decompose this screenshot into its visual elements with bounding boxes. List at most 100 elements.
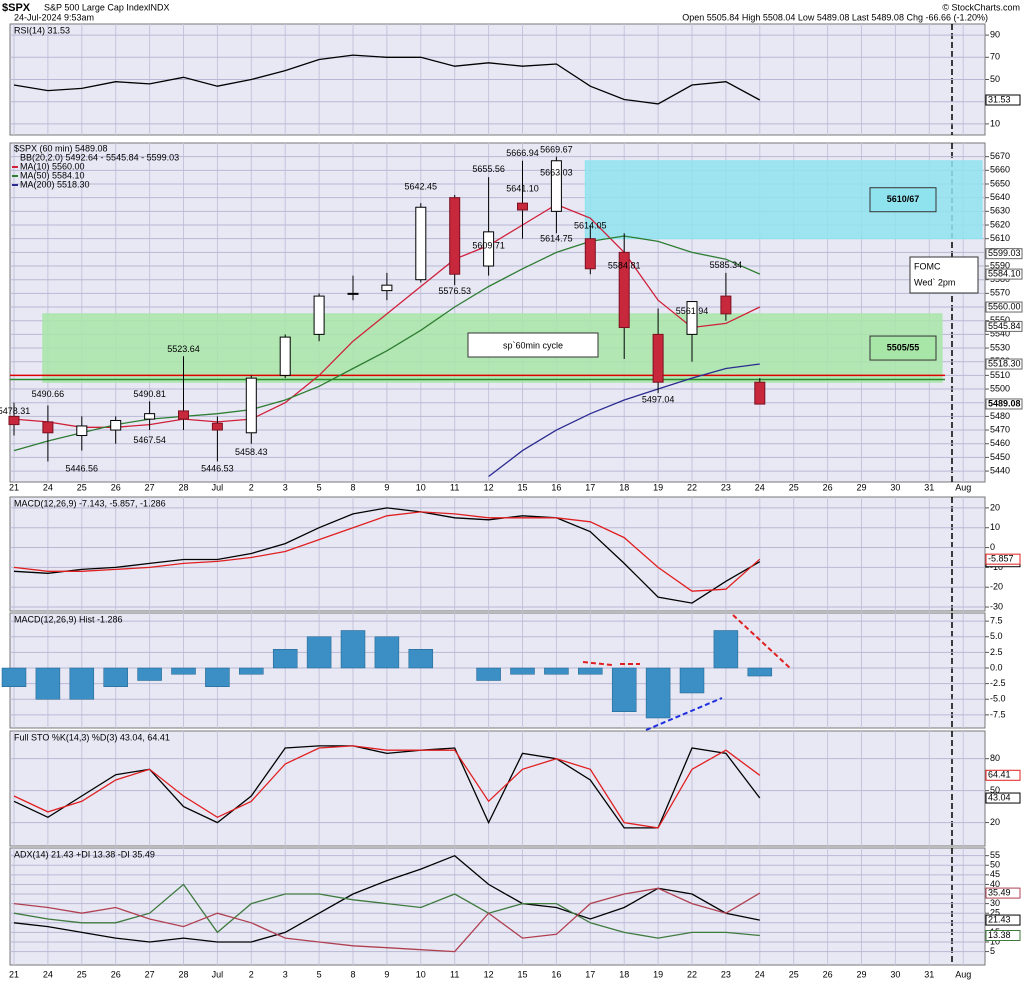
y-tick-label: 5460 xyxy=(990,438,1010,448)
x-tick-label: 19 xyxy=(653,482,663,492)
x-tick-label: 5 xyxy=(317,482,322,492)
series-line xyxy=(13,54,761,105)
x-tick-label: 21 xyxy=(9,482,19,492)
series-line xyxy=(13,507,761,604)
y-tick-label: 45 xyxy=(990,869,1000,879)
x-tick-label: 26 xyxy=(823,969,833,979)
credit: © StockCharts.com xyxy=(942,2,1020,12)
y-tick-label: 5440 xyxy=(990,465,1010,475)
y-tick-label: 5.0 xyxy=(990,631,1003,641)
last-value-tag xyxy=(985,553,1021,565)
y-tick-label: 5640 xyxy=(990,192,1010,202)
date: 24-Jul-2024 9:53am xyxy=(14,12,94,22)
price-tag xyxy=(985,398,1023,410)
last-value: 31.53 xyxy=(988,94,1011,104)
y-tick-label: 5610 xyxy=(990,233,1010,243)
candle-body xyxy=(144,413,156,420)
price-label: 5663.03 xyxy=(540,168,573,178)
candle-body xyxy=(415,206,427,281)
x-tick-label: 17 xyxy=(585,969,595,979)
x-tick-label: 28 xyxy=(178,482,188,492)
x-tick-label: 15 xyxy=(517,969,527,979)
hist-bar xyxy=(578,667,603,675)
y-tick-label: 25 xyxy=(990,908,1000,918)
price-tag xyxy=(985,268,1023,280)
x-tick-label: 26 xyxy=(111,482,121,492)
x-tick-label: 28 xyxy=(178,969,188,979)
series-line xyxy=(13,745,761,829)
y-tick-label: -5.0 xyxy=(990,694,1006,704)
y-tick-label: 0 xyxy=(990,542,995,552)
price-label: 5666.94 xyxy=(506,148,539,158)
x-tick-label: 11 xyxy=(450,969,459,979)
y-tick-label: 5 xyxy=(990,946,995,956)
y-tick-label: -2.5 xyxy=(990,678,1006,688)
trend-annotation xyxy=(582,661,613,666)
annotation: FOMC xyxy=(914,261,941,271)
price-label: 5584.81 xyxy=(608,260,641,270)
series-line xyxy=(13,854,760,943)
x-tick-label: 3 xyxy=(283,969,288,979)
x-tick-label: 24 xyxy=(43,969,53,979)
annotation-box xyxy=(909,256,979,294)
candle-body xyxy=(652,333,664,383)
price-label: 5523.64 xyxy=(167,344,200,354)
x-tick-label: Jul xyxy=(212,482,224,492)
price-label: 5641.10 xyxy=(506,184,539,194)
trend-annotation xyxy=(732,614,791,669)
price-label: 5446.56 xyxy=(66,463,99,473)
y-tick-label: 10 xyxy=(990,936,1000,946)
x-tick-label: 31 xyxy=(924,482,934,492)
x-tick-label: 12 xyxy=(484,482,494,492)
zone-label: 5610/67 xyxy=(887,194,920,204)
y-tick-label: 5550 xyxy=(990,315,1010,325)
x-tick-label: 27 xyxy=(145,482,155,492)
hist-bar xyxy=(476,667,501,681)
x-tick-label: 24 xyxy=(755,969,765,979)
hist-bar xyxy=(544,667,569,675)
last-value: 13.38 xyxy=(988,930,1011,940)
price-tag-label: 5599.03 xyxy=(988,248,1021,258)
price-tag-label: 5560.00 xyxy=(988,301,1021,311)
candle-body xyxy=(483,231,495,267)
series-line xyxy=(13,883,760,939)
x-tick-label: 8 xyxy=(350,969,355,979)
hist-bar xyxy=(679,667,705,694)
y-tick-label: 5470 xyxy=(990,424,1010,434)
x-tick-label: 16 xyxy=(551,482,561,492)
price-label: 5669.67 xyxy=(540,144,573,154)
x-tick-label: 21 xyxy=(9,969,19,979)
y-tick-label: 5480 xyxy=(990,411,1010,421)
x-tick-label: 11 xyxy=(450,482,459,492)
price-label: 5585.34 xyxy=(710,260,743,270)
x-tick-label: Aug xyxy=(955,482,971,492)
candle-body xyxy=(76,425,88,437)
candle-body xyxy=(178,410,189,420)
candle-body xyxy=(754,381,766,405)
y-tick-label: 5450 xyxy=(990,452,1010,462)
candle-body xyxy=(720,295,732,315)
price-label: 5497.04 xyxy=(642,394,675,404)
x-tick-label: 18 xyxy=(619,482,629,492)
x-tick-label: 26 xyxy=(111,969,121,979)
y-tick-label: 5570 xyxy=(990,288,1010,298)
last-value-tag xyxy=(985,930,1021,942)
price-tag-label: 5584.10 xyxy=(988,268,1021,278)
x-tick-label: 16 xyxy=(551,969,561,979)
hist-bar xyxy=(35,667,61,700)
series-line xyxy=(488,363,760,478)
y-tick-label: 20 xyxy=(990,502,1000,512)
price-tag xyxy=(985,301,1023,313)
hist-bar xyxy=(1,667,27,687)
y-tick-label: 10 xyxy=(990,522,1000,532)
candle-body xyxy=(110,419,122,431)
panel-background xyxy=(9,847,986,966)
price-label: 5490.81 xyxy=(133,389,166,399)
y-tick-label: 5620 xyxy=(990,219,1010,229)
annotation: Wed` 2pm xyxy=(914,277,955,287)
price-tag xyxy=(985,358,1023,370)
hist-bar xyxy=(205,667,230,687)
x-tick-label: 8 xyxy=(350,482,355,492)
x-tick-label: 23 xyxy=(721,482,731,492)
candle-body xyxy=(449,197,461,275)
